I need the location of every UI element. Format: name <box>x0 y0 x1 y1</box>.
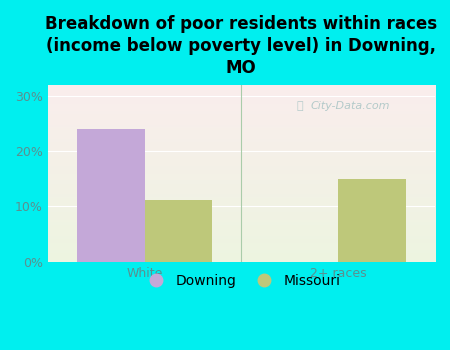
Text: City-Data.com: City-Data.com <box>310 101 390 111</box>
Legend: Downing, Missouri: Downing, Missouri <box>137 268 346 294</box>
Text: ⦿: ⦿ <box>296 101 303 111</box>
Title: Breakdown of poor residents within races
(income below poverty level) in Downing: Breakdown of poor residents within races… <box>45 15 437 77</box>
Bar <box>338 178 406 262</box>
Bar <box>77 129 144 262</box>
Bar <box>144 199 212 262</box>
